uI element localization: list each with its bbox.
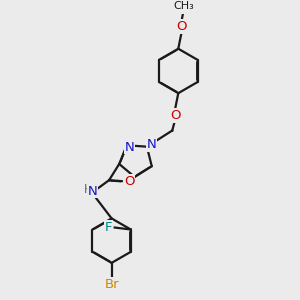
- Text: O: O: [170, 109, 181, 122]
- Text: O: O: [124, 175, 134, 188]
- Text: CH₃: CH₃: [173, 1, 194, 11]
- Text: O: O: [176, 20, 187, 33]
- Text: H: H: [84, 183, 93, 196]
- Text: Br: Br: [104, 278, 119, 291]
- Text: F: F: [105, 221, 112, 234]
- Text: N: N: [88, 185, 98, 198]
- Text: N: N: [146, 138, 156, 151]
- Text: N: N: [125, 141, 135, 154]
